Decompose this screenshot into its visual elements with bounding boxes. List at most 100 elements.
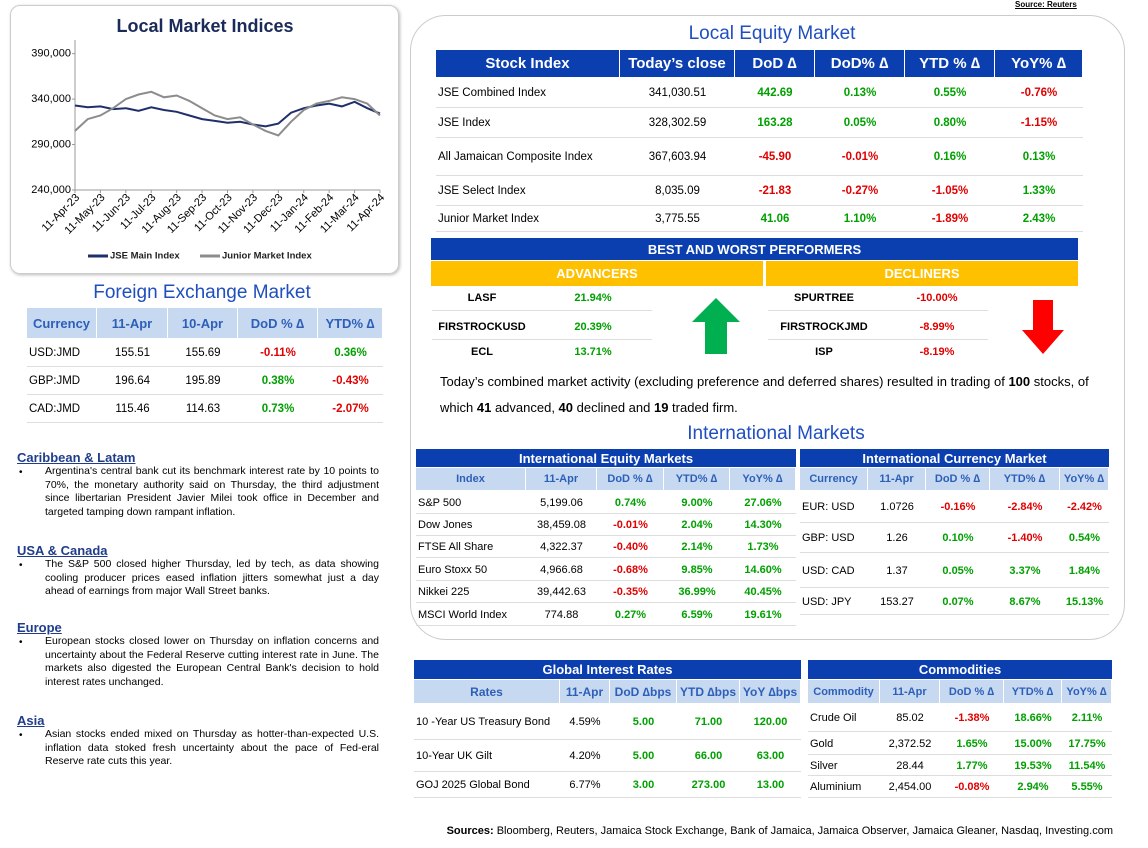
summary-count: 19 [653,400,669,415]
table-cell: All Jamaican Composite Index [438,151,593,163]
performer-change: 13.71% [574,346,612,358]
table-cell: -0.40% [613,541,648,553]
row-separator [436,175,1083,176]
table-cell: -2.84% [1007,501,1043,513]
table-cell: USD:JMD [29,347,81,359]
performer-name: ISP [815,346,833,358]
table-cell: Aluminium [810,781,862,793]
table-cell: JSE Select Index [438,185,526,197]
column-header: 11-Apr [560,680,609,703]
row-separator [432,310,652,311]
table-cell: -1.38% [954,712,990,724]
column-header: YTD % ∆ [905,50,994,77]
row-separator [800,587,1109,588]
table-cell: 6.77% [569,779,601,791]
table-cell: 3.37% [1009,564,1041,577]
performer-change: -10.00% [916,292,958,304]
table-cell: 18.66% [1014,712,1052,724]
table-title: International Currency Market [800,449,1109,467]
column-header: Index [416,468,525,490]
source-note: Source: Reuters [1015,0,1077,9]
performer-name: FIRSTROCKUSD [438,321,526,333]
bullet: • [19,560,23,571]
table-cell: 19.61% [744,608,782,621]
table-cell: -0.27% [841,185,879,197]
row-separator [768,310,988,311]
table-cell: 442.69 [757,87,793,99]
legend-label: Junior Market Index [222,251,312,262]
row-separator [436,231,1083,232]
table-cell: 14.30% [744,519,782,531]
column-header: DoD % ∆ [597,468,663,490]
table-cell: 2.04% [681,519,713,531]
line-chart: Local Market Indices 240,000 290,000 340,0… [31,16,387,262]
row-separator [808,754,1112,755]
column-header: YTD% ∆ [990,468,1059,490]
performer-change: -8.99% [919,321,955,333]
row-separator [808,731,1112,732]
row-separator [800,552,1109,553]
table-cell: 40.45% [744,586,782,598]
table-cell: 1.26 [886,532,908,544]
column-header: 11-Apr [526,468,596,490]
table-cell: 1.37 [886,564,908,577]
table-cell: 10-Year UK Gilt [416,750,493,762]
table-cell: 1.65% [956,737,988,750]
summary-text: stocks, of which [440,374,1089,415]
row-separator [416,625,796,626]
table-cell: 0.38% [261,375,295,387]
table-cell: 195.89 [185,375,221,387]
table-cell: 163.28 [757,117,793,129]
chart-title: Local Market Indices [116,16,293,36]
table-cell: 0.07% [942,595,974,608]
table-cell: 2,372.52 [888,737,932,750]
table-cell: 1.10% [843,213,877,225]
summary-text: Today’s combined market activity (exclud… [440,374,1009,389]
table-cell: 0.36% [334,347,367,359]
column-header: 11-Apr [868,468,925,490]
table-cell: -1.05% [931,185,969,197]
performer-name: SPURTREE [794,292,854,304]
table-cell: 1.77% [956,759,988,772]
table-cell: S&P 500 [418,496,462,509]
column-header: YoY% ∆ [1062,680,1111,703]
performer-change: 20.39% [574,321,612,333]
performers-title: BEST AND WORST PERFORMERS [431,238,1078,260]
performer-name: FIRSTROCKJMD [780,321,868,333]
table-cell: GBP: USD [802,532,855,544]
table-cell: 341,030.51 [648,87,707,99]
news-text: The S&P 500 closed higher Thursday, led … [45,558,379,597]
table-cell: 10 -Year US Treasury Bond [416,716,551,728]
table-cell: -0.35% [613,586,648,598]
news-heading: Asia [17,713,45,728]
series-line [74,90,381,137]
table-cell: 5.55% [1071,781,1103,793]
summary-count: 40 [558,400,574,415]
table-cell: 0.27% [614,608,647,621]
table-cell: 36.99% [678,586,716,598]
column-header: DoD ∆bps [610,680,676,703]
column-header: Currency [800,468,867,490]
table-cell: 115.46 [115,403,150,415]
table-cell: 273.00 [691,779,726,791]
table-cell: EUR: USD [802,501,855,513]
bullet: • [19,730,23,741]
table-cell: 0.05% [843,117,877,129]
column-header: 11-Apr [97,308,167,338]
table-cell: -0.08% [954,781,990,793]
row-separator [414,739,801,740]
table-cell: 4,966.68 [540,563,583,576]
table-cell: 0.74% [614,496,647,509]
column-header: DoD % ∆ [940,680,1003,703]
table-cell: 328,302.59 [648,117,707,129]
table-title: Global Interest Rates [414,660,801,679]
table-cell: -0.16% [940,501,976,513]
row-separator [416,580,796,581]
table-cell: Euro Stoxx 50 [418,563,488,576]
table-cell: 28.44 [896,759,924,772]
news-heading: USA & Canada [17,543,108,558]
news-heading: Europe [17,620,62,635]
table-cell: 3.00 [632,779,655,791]
table-cell: 1.0726 [880,501,914,513]
column-header: DoD % ∆ [238,308,317,338]
